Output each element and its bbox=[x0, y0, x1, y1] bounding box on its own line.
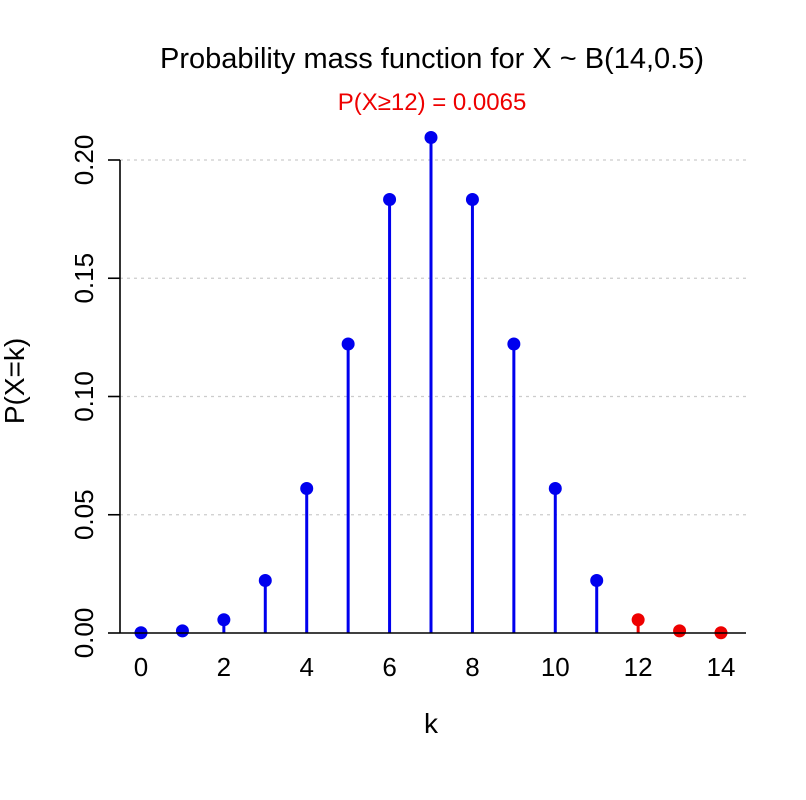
axes: 0.00 0.05 0.10 0.15 0.20 0 2 4 6 8 10 12 14 bbox=[69, 135, 746, 682]
y-tick-label-4: 0.20 bbox=[69, 135, 99, 186]
x-tick-label-0: 0 bbox=[134, 652, 148, 682]
point-k9 bbox=[507, 337, 521, 351]
point-k5 bbox=[341, 337, 355, 351]
point-k13 bbox=[673, 624, 687, 638]
point-k3 bbox=[258, 573, 272, 587]
x-tick-label-2: 2 bbox=[217, 652, 231, 682]
x-tick-label-4: 4 bbox=[299, 652, 313, 682]
point-k4 bbox=[300, 481, 314, 495]
point-k7 bbox=[424, 131, 438, 145]
point-k10 bbox=[548, 481, 562, 495]
y-tick-label-3: 0.15 bbox=[69, 253, 99, 304]
y-tick-label-2: 0.10 bbox=[69, 371, 99, 422]
point-k12 bbox=[631, 613, 645, 627]
point-k2 bbox=[217, 613, 231, 627]
chart-subtitle: P(X≥12) = 0.0065 bbox=[338, 89, 527, 116]
stems bbox=[139, 137, 723, 633]
x-tick-label-10: 10 bbox=[541, 652, 570, 682]
chart-title: Probability mass function for X ~ B(14,0… bbox=[160, 43, 704, 75]
x-axis-title: k bbox=[424, 708, 439, 739]
y-tick-label-1: 0.05 bbox=[69, 489, 99, 540]
points bbox=[134, 131, 728, 640]
y-axis-title: P(X=k) bbox=[0, 338, 30, 424]
x-tick-label-12: 12 bbox=[624, 652, 653, 682]
point-k11 bbox=[590, 573, 604, 587]
grid-lines bbox=[120, 159, 746, 516]
x-tick-label-14: 14 bbox=[707, 652, 736, 682]
point-k6 bbox=[383, 192, 397, 206]
point-k8 bbox=[465, 192, 479, 206]
x-tick-label-6: 6 bbox=[382, 652, 396, 682]
point-k1 bbox=[175, 624, 189, 638]
x-tick-label-8: 8 bbox=[465, 652, 479, 682]
y-tick-label-0: 0.00 bbox=[69, 608, 99, 659]
